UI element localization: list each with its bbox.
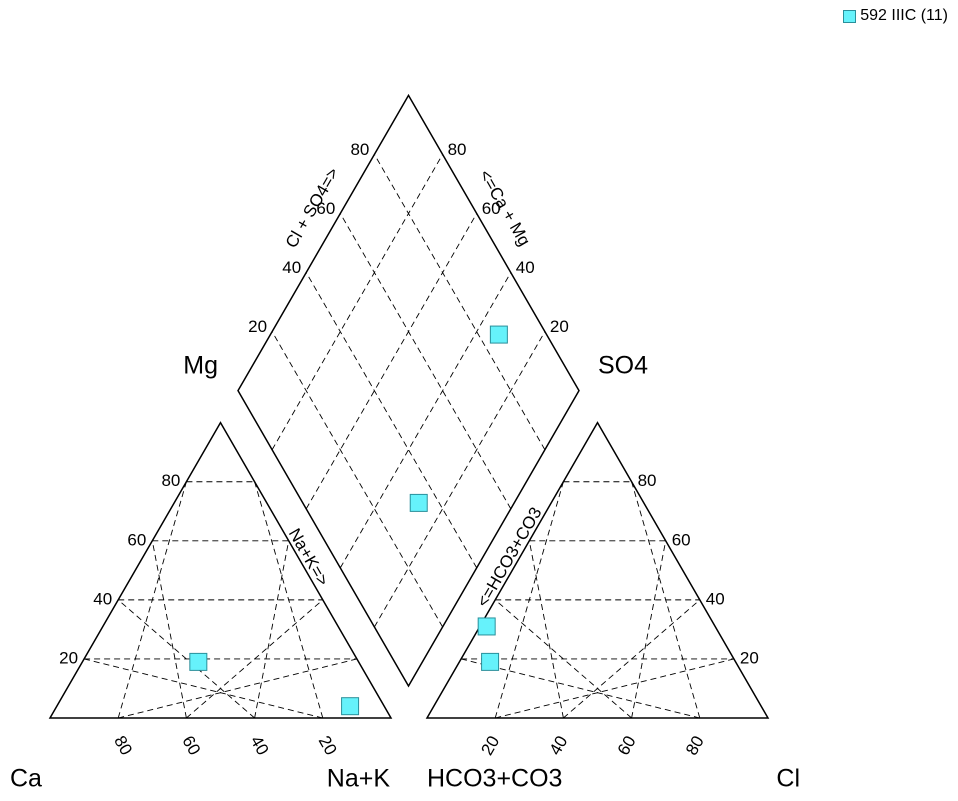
- anion-grid-b-60: [631, 540, 667, 719]
- anion-grid-b-80: [631, 481, 701, 719]
- diamond-grid-b-20: [271, 331, 443, 628]
- anion-grid-b-20: [495, 658, 735, 719]
- diamond-grid-a-20: [374, 331, 546, 628]
- cation-mg-tick-60: 60: [127, 530, 146, 549]
- diamond-right-tick-40: 40: [516, 258, 535, 277]
- cation-grid-a-40: [151, 540, 187, 719]
- point-layer: [189, 325, 508, 716]
- anion-corner-top: SO4: [598, 352, 648, 380]
- anion-edge-label: <=HCO3+CO3: [473, 504, 545, 610]
- anion-corner-left: HCO3+CO3: [427, 765, 562, 793]
- cation-ca-tick-20: 20: [315, 733, 341, 759]
- cation-ca-tick-60: 60: [178, 733, 204, 759]
- frame-layer: [48, 93, 770, 719]
- anion-so4-tick-60: 60: [672, 530, 691, 549]
- anion-point-0: [481, 652, 500, 671]
- diamond-left-tick-60: 60: [316, 199, 335, 218]
- anion-cl-tick-80: 80: [682, 733, 708, 759]
- diamond-grid-b-80: [374, 154, 546, 450]
- diamond-right-tick-80: 80: [448, 140, 467, 159]
- cation-corner-top: Mg: [183, 352, 218, 380]
- label-layer: 20 20 20 20 20 20 40 40 40 40 40 40 60 60 60 60 60 60 80 80…: [10, 140, 800, 793]
- anion-so4-tick-40: 40: [706, 589, 725, 608]
- diamond-left-tick-20: 20: [248, 317, 267, 336]
- diamond-grid-a-80: [271, 154, 443, 450]
- cation-grid-b-80: [254, 481, 324, 719]
- cation-grid-a-60: [117, 599, 255, 719]
- anion-frame: [425, 421, 770, 719]
- diamond-grid-a-40: [339, 272, 512, 569]
- grid-layer: [83, 154, 735, 719]
- diamond-point-0: [409, 493, 428, 512]
- anion-cl-tick-20: 20: [477, 733, 503, 759]
- diamond-left-tick-40: 40: [282, 258, 301, 277]
- legend-label: 592 IIIC (11): [860, 7, 948, 24]
- diamond-grid-b-60: [339, 213, 512, 510]
- diamond-right-tick-60: 60: [482, 199, 501, 218]
- anion-grid-a-60: [494, 599, 632, 719]
- anion-so4-tick-80: 80: [638, 471, 657, 490]
- cation-edge-label: Na+K=>: [285, 525, 333, 589]
- cation-corner-left: Ca: [10, 765, 42, 793]
- anion-corner-right: Cl: [776, 765, 800, 793]
- legend: 592 IIIC (11): [843, 7, 948, 25]
- cation-corner-right: Na+K: [327, 765, 391, 793]
- cation-mg-tick-80: 80: [161, 471, 180, 490]
- legend-swatch: [843, 9, 857, 23]
- cation-mg-tick-20: 20: [59, 648, 78, 667]
- cation-ca-tick-80: 80: [110, 733, 136, 759]
- anion-so4-tick-20: 20: [740, 648, 759, 667]
- cation-point-1: [341, 697, 360, 716]
- diamond-right-tick-20: 20: [550, 317, 569, 336]
- diamond-grid-b-40: [305, 272, 478, 569]
- diamond-grid-a-60: [305, 213, 478, 510]
- cation-grid-b-60: [254, 540, 290, 719]
- cation-grid-a-80: [83, 658, 323, 719]
- anion-grid-b-40: [563, 599, 701, 719]
- diamond-left-tick-80: 80: [350, 140, 369, 159]
- anion-grid-a-40: [528, 540, 564, 719]
- cation-frame: [48, 421, 393, 719]
- anion-cl-tick-40: 40: [546, 733, 572, 759]
- diamond-point-1: [489, 325, 508, 344]
- cation-ca-tick-40: 40: [247, 733, 273, 759]
- cation-grid-b-20: [118, 658, 358, 719]
- diamond-frame: [237, 93, 580, 688]
- cation-mg-tick-40: 40: [93, 589, 112, 608]
- anion-grid-a-80: [460, 658, 700, 719]
- anion-cl-tick-60: 60: [614, 733, 640, 759]
- cation-point-0: [189, 652, 208, 671]
- cation-grid-b-40: [186, 599, 324, 719]
- anion-point-1: [477, 617, 496, 636]
